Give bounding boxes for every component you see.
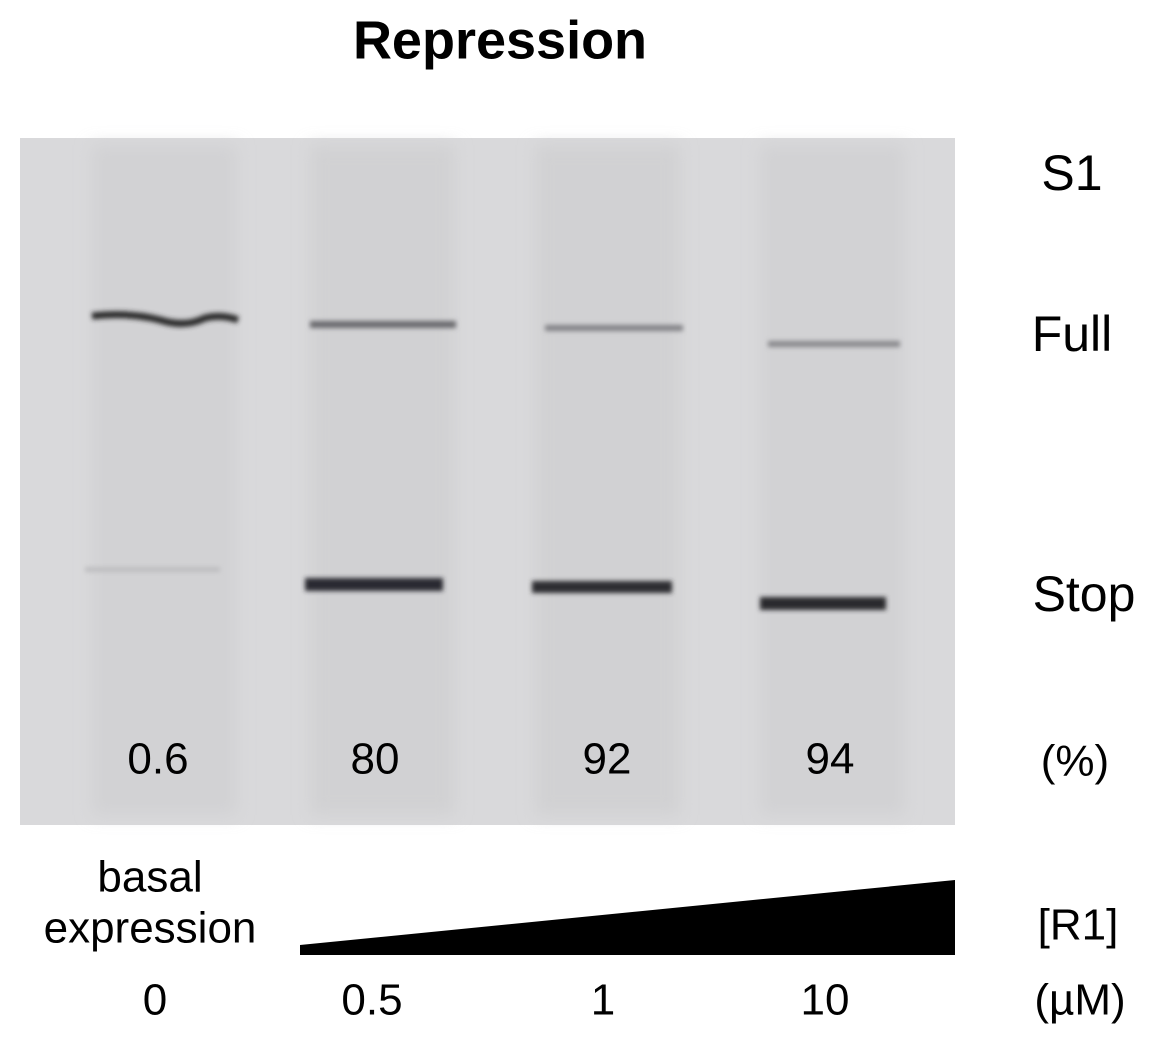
band-full xyxy=(545,325,683,331)
band-stop xyxy=(305,578,443,591)
concentration-value: 1 xyxy=(591,976,615,1025)
band-label: Full xyxy=(1032,306,1113,362)
concentration-value: 0.5 xyxy=(341,976,402,1025)
concentration-wedge xyxy=(300,880,955,955)
band-stop xyxy=(85,567,220,572)
gel xyxy=(20,138,955,825)
percent-value: 94 xyxy=(806,735,855,784)
percent-value: 0.6 xyxy=(127,735,188,784)
reagent-label: [R1] xyxy=(1038,901,1119,950)
band-label: S1 xyxy=(1041,145,1102,201)
figure-title: Repression xyxy=(353,10,647,70)
band-full xyxy=(310,321,456,328)
percent-value: 92 xyxy=(583,735,632,784)
basal-label: basal xyxy=(97,853,202,902)
basal-label: expression xyxy=(44,904,257,953)
band-full xyxy=(91,311,240,327)
band-full xyxy=(768,341,900,347)
band-stop xyxy=(760,597,886,610)
band-stop xyxy=(532,581,672,593)
concentration-unit: (µM) xyxy=(1034,976,1125,1025)
concentration-value: 10 xyxy=(801,976,850,1025)
concentration-value: 0 xyxy=(143,976,167,1025)
percent-value: 80 xyxy=(351,735,400,784)
lane-shading xyxy=(92,145,905,815)
band-label: Stop xyxy=(1033,566,1136,622)
percent-unit: (%) xyxy=(1041,737,1109,786)
bands xyxy=(85,311,900,610)
